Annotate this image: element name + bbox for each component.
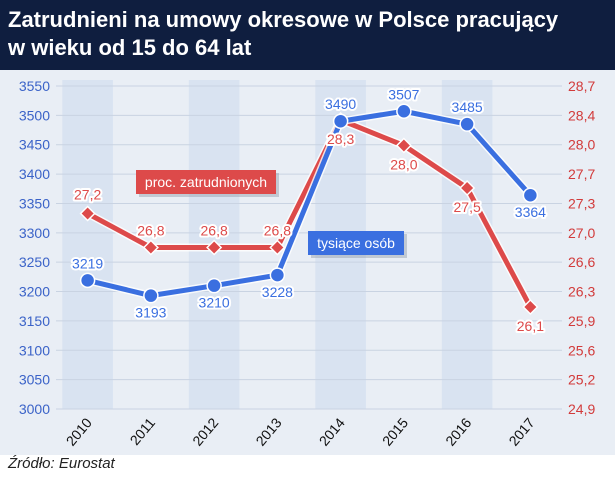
data-point-marker xyxy=(79,205,96,222)
legend-blue-label: tysiące osób xyxy=(317,235,395,251)
blue-data-label: 3490 xyxy=(325,96,356,112)
red-data-label-halo: 26,8 xyxy=(201,223,228,239)
right-axis-tick-label: 27,7 xyxy=(568,166,595,182)
left-axis-tick-label: 3150 xyxy=(19,313,50,329)
data-point-marker xyxy=(459,179,476,197)
blue-data-label-halo: 3490 xyxy=(325,96,356,112)
left-axis-tick-label: 3250 xyxy=(19,254,50,270)
left-axis-tick-label: 3400 xyxy=(19,166,50,182)
legend-blue-box xyxy=(308,231,404,255)
data-point-marker xyxy=(396,103,412,120)
red-data-label: 26,8 xyxy=(201,223,228,239)
right-axis-tick-label: 25,9 xyxy=(568,313,595,329)
blue-data-label-halo: 3210 xyxy=(199,295,230,311)
legend-red-box xyxy=(136,170,276,194)
data-point-marker xyxy=(79,272,96,289)
blue-data-label: 3507 xyxy=(388,86,419,102)
data-point-marker xyxy=(332,113,349,129)
x-axis-tick-label: 2010 xyxy=(63,414,95,448)
red-data-label: 27,5 xyxy=(454,199,481,215)
red-data-label: 26,8 xyxy=(137,223,164,239)
data-point-marker xyxy=(459,116,475,132)
left-axis-tick-label: 3050 xyxy=(19,372,50,388)
right-axis-tick-label: 27,3 xyxy=(568,195,595,211)
data-point-marker xyxy=(269,267,286,283)
x-axis-tick-label: 2015 xyxy=(379,414,411,448)
column-band xyxy=(62,80,113,409)
right-axis-tick-label: 28,0 xyxy=(568,137,595,153)
blue-data-label: 3210 xyxy=(199,295,230,311)
left-axis-tick-label: 3100 xyxy=(19,342,50,358)
right-axis-tick-label: 28,7 xyxy=(568,78,595,94)
red-data-label-halo: 26,1 xyxy=(517,318,544,334)
title-line-1: Zatrudnieni na umowy okresowe w Polsce p… xyxy=(8,7,559,32)
blue-data-label-halo: 3193 xyxy=(135,305,166,321)
left-axis-tick-label: 3300 xyxy=(19,225,50,241)
x-axis-tick-label: 2011 xyxy=(127,414,159,448)
left-axis-tick-label: 3000 xyxy=(19,401,50,417)
title-line-2: w wieku od 15 do 64 lat xyxy=(8,35,252,60)
chart-area: 3000 3050 3100 3150 3200 3250 3300 3350 3400 3450… xyxy=(0,70,615,455)
source-note: Źródło: Eurostat xyxy=(8,455,115,472)
red-data-label-halo: 26,8 xyxy=(264,223,291,239)
right-axis-tick-label: 25,6 xyxy=(568,342,595,358)
data-point-marker xyxy=(395,137,412,154)
red-data-label: 28,3 xyxy=(327,131,354,147)
blue-data-label: 3228 xyxy=(262,284,293,300)
red-data-label-halo: 28,0 xyxy=(390,157,417,173)
blue-data-label: 3364 xyxy=(515,204,546,220)
x-axis-tick-label: 2012 xyxy=(189,414,221,448)
blue-data-label-halo: 3364 xyxy=(515,204,546,220)
red-data-label-halo: 28,3 xyxy=(327,131,354,147)
blue-data-label: 3485 xyxy=(452,99,483,115)
red-data-label-halo: 27,2 xyxy=(74,187,101,203)
left-axis-tick-label: 3500 xyxy=(19,107,50,123)
red-data-label: 27,2 xyxy=(74,187,101,203)
blue-data-label: 3219 xyxy=(72,255,103,271)
x-axis-tick-label: 2016 xyxy=(442,414,474,448)
legend-red-label: proc. zatrudnionych xyxy=(145,174,267,190)
blue-data-label-halo: 3485 xyxy=(452,99,483,115)
blue-data-label-halo: 3219 xyxy=(72,255,103,271)
data-point-marker xyxy=(522,298,539,316)
series-line xyxy=(87,108,533,299)
data-point-marker xyxy=(206,277,222,294)
chart-title: Zatrudnieni na umowy okresowe w Polsce p… xyxy=(8,6,608,62)
x-axis-tick-label: 2017 xyxy=(505,414,537,448)
left-axis-tick-label: 3450 xyxy=(19,137,50,153)
column-band xyxy=(441,80,493,409)
series-line xyxy=(86,117,533,309)
data-point-marker xyxy=(142,239,159,256)
right-axis-tick-label: 24,9 xyxy=(568,401,595,417)
data-point-marker xyxy=(522,187,539,203)
data-point-marker xyxy=(269,239,286,256)
blue-data-label-halo: 3228 xyxy=(262,284,293,300)
x-axis-tick-label: 2013 xyxy=(252,414,284,448)
x-axis-tick-label: 2014 xyxy=(316,414,348,448)
blue-data-label-halo: 3507 xyxy=(388,86,419,102)
red-data-label: 28,0 xyxy=(390,157,417,173)
red-data-label-halo: 27,5 xyxy=(454,199,481,215)
right-axis-tick-label: 25,2 xyxy=(568,372,595,388)
right-axis-tick-label: 26,3 xyxy=(568,284,595,300)
data-point-marker xyxy=(143,287,159,304)
left-axis-tick-label: 3200 xyxy=(19,284,50,300)
data-point-marker xyxy=(206,239,223,256)
line-chart: 3000 3050 3100 3150 3200 3250 3300 3350 3400 3450… xyxy=(19,78,596,449)
right-axis-tick-label: 27,0 xyxy=(568,225,595,241)
right-axis-tick-label: 26,6 xyxy=(568,254,595,270)
red-data-label-halo: 26,8 xyxy=(137,223,164,239)
blue-data-label: 3193 xyxy=(135,305,166,321)
left-axis-tick-label: 3550 xyxy=(19,78,50,94)
chart-header: Zatrudnieni na umowy okresowe w Polsce p… xyxy=(0,0,615,70)
left-axis-tick-label: 3350 xyxy=(19,195,50,211)
right-axis-tick-label: 28,4 xyxy=(568,107,595,123)
red-data-label: 26,8 xyxy=(264,223,291,239)
red-data-label: 26,1 xyxy=(517,318,544,334)
